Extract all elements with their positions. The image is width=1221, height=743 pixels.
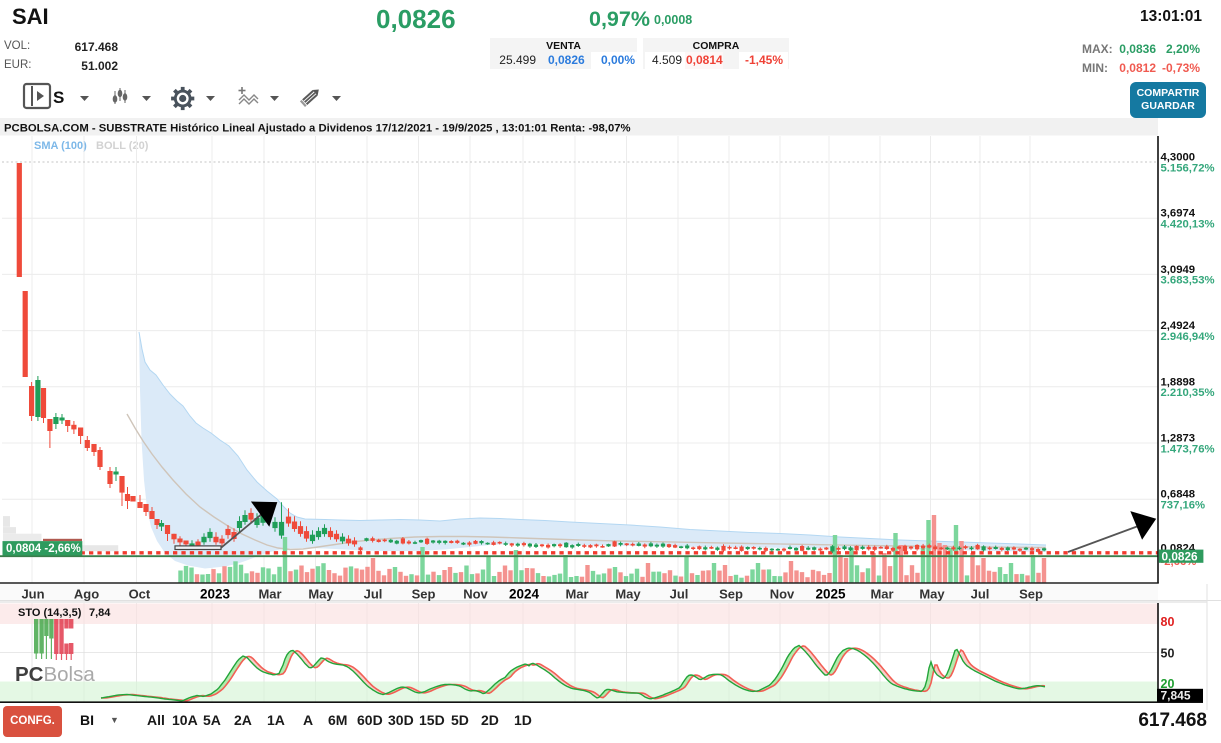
svg-text:2.210,35%: 2.210,35%: [1161, 387, 1215, 399]
svg-text:1.473,76%: 1.473,76%: [1161, 443, 1215, 455]
svg-text:May: May: [308, 587, 334, 602]
svg-text:1,8898: 1,8898: [1161, 376, 1196, 388]
svg-text:0,0826: 0,0826: [1162, 549, 1199, 563]
svg-text:0,0804 -2,66%: 0,0804 -2,66%: [6, 543, 81, 555]
svg-text:7,845: 7,845: [1161, 688, 1191, 702]
svg-text:2.946,94%: 2.946,94%: [1161, 331, 1215, 343]
svg-text:2,4924: 2,4924: [1161, 320, 1196, 332]
svg-text:PCBolsa: PCBolsa: [15, 663, 95, 686]
svg-text:May: May: [615, 587, 641, 602]
svg-text:SMA (100): SMA (100): [34, 140, 87, 152]
svg-text:PCBOLSA.COM - SUBSTRATE Histór: PCBOLSA.COM - SUBSTRATE Histórico Lineal…: [4, 123, 631, 135]
svg-text:Mar: Mar: [258, 587, 281, 602]
svg-text:Jul: Jul: [670, 587, 689, 602]
svg-text:4,3000: 4,3000: [1161, 152, 1196, 164]
svg-text:20: 20: [1161, 677, 1175, 691]
svg-text:May: May: [919, 587, 945, 602]
svg-text:737,16%: 737,16%: [1161, 500, 1206, 512]
svg-text:80: 80: [1161, 615, 1175, 629]
svg-text:S: S: [53, 88, 64, 107]
svg-text:STO (14,3,5): STO (14,3,5): [18, 607, 82, 619]
svg-text:Nov: Nov: [463, 587, 488, 602]
svg-text:50: 50: [1161, 647, 1175, 661]
svg-text:Jul: Jul: [364, 587, 383, 602]
svg-text:3,6974: 3,6974: [1161, 208, 1196, 220]
svg-text:BOLL (20): BOLL (20): [96, 140, 149, 152]
svg-text:1,2873: 1,2873: [1161, 433, 1196, 445]
svg-text:Ago: Ago: [74, 587, 99, 602]
svg-text:Oct: Oct: [129, 587, 151, 602]
svg-text:0,6848: 0,6848: [1161, 489, 1196, 501]
svg-text:Mar: Mar: [870, 587, 893, 602]
svg-text:Nov: Nov: [770, 587, 795, 602]
svg-text:Sep: Sep: [412, 587, 436, 602]
svg-text:Sep: Sep: [1019, 587, 1043, 602]
svg-text:2025: 2025: [815, 587, 846, 602]
svg-text:Jul: Jul: [971, 587, 990, 602]
svg-text:Jun: Jun: [21, 587, 44, 602]
svg-text:4.420,13%: 4.420,13%: [1161, 219, 1215, 231]
svg-text:2023: 2023: [200, 587, 231, 602]
svg-text:5.156,72%: 5.156,72%: [1161, 162, 1215, 174]
svg-text:2024: 2024: [509, 587, 540, 602]
svg-text:Sep: Sep: [719, 587, 743, 602]
svg-text:7,84: 7,84: [89, 607, 111, 619]
svg-text:3.683,53%: 3.683,53%: [1161, 275, 1215, 287]
svg-text:Mar: Mar: [565, 587, 588, 602]
svg-text:3,0949: 3,0949: [1161, 264, 1196, 276]
